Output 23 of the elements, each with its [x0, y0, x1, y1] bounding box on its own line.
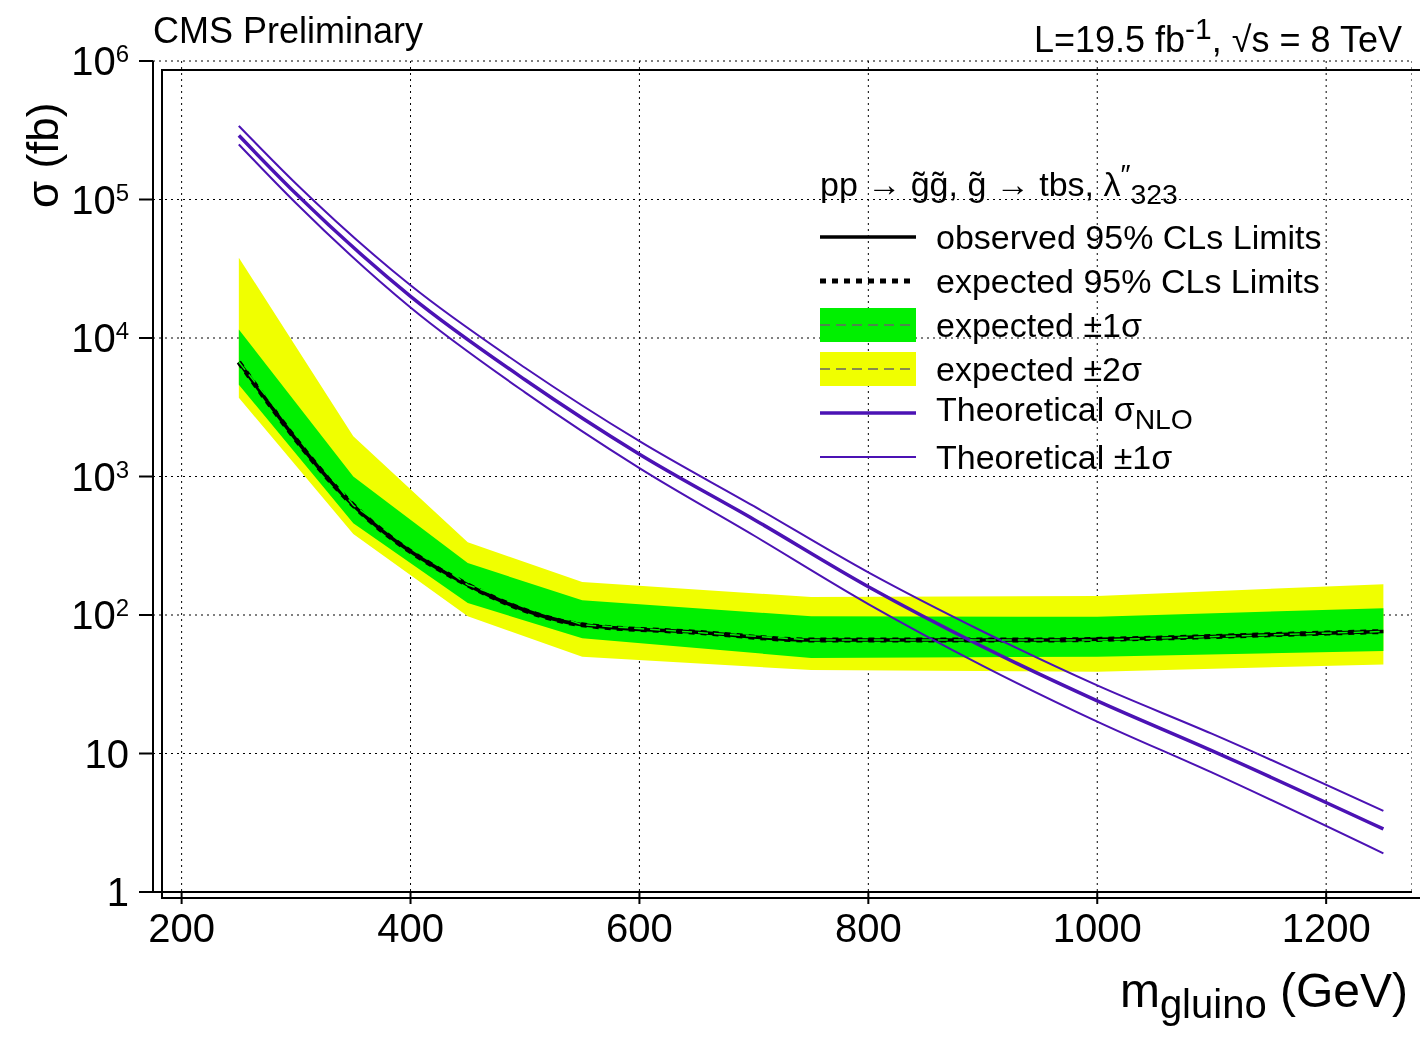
y-tick-label: 10$^{4}$	[71, 316, 129, 360]
y-tick-label: 10$^{2}$	[71, 593, 129, 637]
y-tick-label: 10$^{3}$	[71, 454, 129, 499]
legend-label: observed 95% CLs Limits	[936, 217, 1322, 257]
x-axis-title: m$_{gluino}$ (GeV)	[1119, 963, 1408, 1027]
y-tick-label: 10$^{6}$	[71, 39, 129, 83]
chart-title: CMS Preliminary	[153, 10, 424, 52]
y-axis-title: σ (fb)	[18, 102, 68, 208]
x-tick-label: 1000	[1052, 906, 1142, 950]
chart-subtitle: L=19.5 fb$^{-1}$, √s = 8 TeV	[1033, 12, 1402, 61]
y-tick-label: 1	[106, 870, 129, 914]
y-tick-label: 10$^{5}$	[71, 177, 129, 222]
x-tick-label: 1200	[1281, 906, 1371, 950]
legend-label: expected ±2σ	[936, 349, 1142, 389]
x-tick-label: 400	[377, 906, 444, 950]
legend-label: Theoretical ±1σ	[936, 437, 1173, 477]
x-tick-label: 200	[148, 906, 215, 950]
legend-label: Theoretical σ$_{NLO}$	[936, 390, 1193, 437]
legend-label: expected ±1σ	[936, 305, 1142, 345]
x-tick-label: 800	[834, 906, 902, 950]
legend-label: expected 95% CLs Limits	[936, 261, 1320, 301]
x-tick-label: 600	[606, 906, 673, 950]
y-tick-label: 10	[84, 731, 129, 776]
